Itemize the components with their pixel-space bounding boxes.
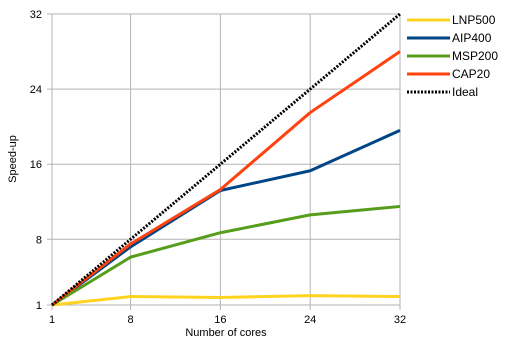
x-tick-label-3: 24 bbox=[304, 314, 316, 326]
series-layer bbox=[51, 12, 401, 307]
series-line-msp200 bbox=[51, 204, 401, 307]
legend-label-lnp500: LNP500 bbox=[452, 13, 496, 27]
legend-label-msp200: MSP200 bbox=[452, 49, 498, 63]
y-tick-label-4: 32 bbox=[30, 9, 42, 21]
series-line-lnp500 bbox=[51, 294, 401, 307]
legend: LNP500 AIP400 MSP200 CAP20 Ideal bbox=[407, 13, 498, 99]
y-tick-labels: 1 8 16 24 32 bbox=[30, 9, 42, 312]
x-tick-labels: 1 8 16 24 32 bbox=[49, 314, 406, 326]
x-tick-label-1: 8 bbox=[128, 314, 134, 326]
y-axis-label: Speed-up bbox=[7, 135, 19, 183]
x-tick-label-4: 32 bbox=[394, 314, 406, 326]
y-tick-label-3: 24 bbox=[30, 84, 42, 96]
series-line-aip400 bbox=[51, 129, 401, 307]
x-tick-label-2: 16 bbox=[214, 314, 226, 326]
series-line-ideal bbox=[51, 12, 401, 307]
y-tick-label-2: 16 bbox=[30, 159, 42, 171]
legend-label-ideal: Ideal bbox=[452, 85, 478, 99]
legend-label-aip400: AIP400 bbox=[452, 31, 492, 45]
x-axis-label: Number of cores bbox=[185, 327, 267, 339]
legend-label-cap20: CAP20 bbox=[452, 67, 490, 81]
y-tick-label-0: 1 bbox=[36, 300, 42, 312]
x-tick-label-0: 1 bbox=[49, 314, 55, 326]
grid bbox=[47, 13, 401, 310]
y-tick-label-1: 8 bbox=[36, 234, 42, 246]
